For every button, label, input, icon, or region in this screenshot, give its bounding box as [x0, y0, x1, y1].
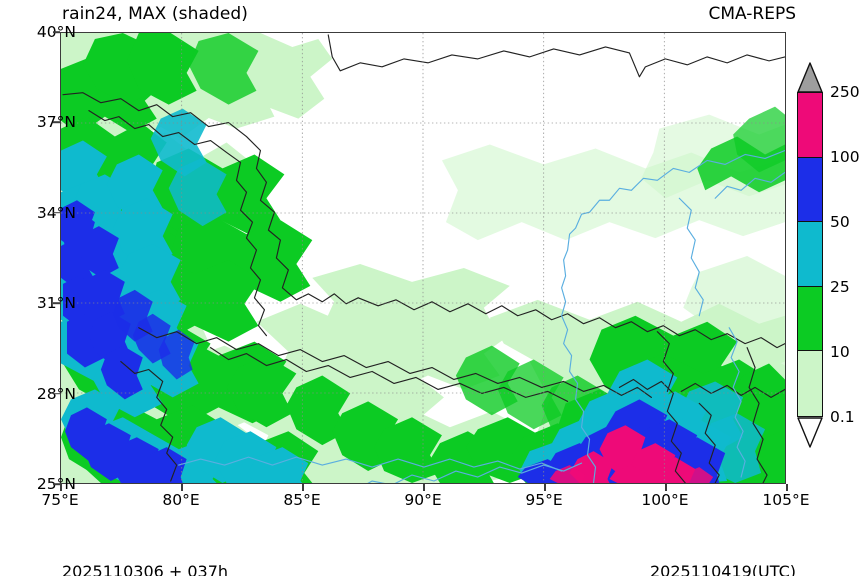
map-canvas [61, 33, 785, 483]
y-tick-mark [53, 302, 60, 304]
river-lines [178, 149, 785, 483]
x-tick-mark [665, 484, 667, 491]
model-label: CMA-REPS [708, 4, 796, 24]
colorbar-label: 25 [830, 278, 850, 296]
colorbar-over-arrow [797, 62, 823, 93]
colorbar-label: 250 [830, 83, 860, 101]
x-tick-label: 90°E [404, 491, 442, 509]
colorbar-gradient [797, 92, 823, 417]
x-tick-label: 75°E [41, 491, 79, 509]
map-plot-area[interactable] [60, 32, 786, 484]
y-tick-mark [53, 31, 60, 33]
colorbar-segment [798, 351, 822, 416]
y-tick-mark [53, 392, 60, 395]
colorbar-under-arrow [797, 417, 823, 448]
y-tick-mark [53, 483, 60, 485]
lat-lon-gridlines [61, 33, 785, 483]
x-tick-label: 95°E [525, 491, 563, 509]
x-tick-label: 85°E [283, 491, 321, 509]
colorbar-label: 0.1 [830, 408, 855, 426]
colorbar-label: 50 [830, 213, 850, 231]
x-tick-mark [60, 484, 62, 491]
page-title: rain24, MAX (shaded) [62, 4, 249, 24]
x-tick-mark [423, 484, 425, 491]
y-tick-mark [53, 121, 60, 124]
y-tick-mark [53, 212, 60, 214]
x-tick-mark [544, 484, 546, 491]
footer-left-line1: 2025110306 + 037h [62, 562, 229, 576]
precip-layer-100 [549, 425, 714, 483]
footer-valid-time: 2025110419(UTC) 2025110503(CST) [650, 519, 796, 576]
footer-init-time: 2025110306 + 037h 2025110314 + 037h [62, 519, 228, 576]
footer-right-line1: 2025110419(UTC) [650, 562, 796, 576]
colorbar-segment [798, 286, 822, 352]
colorbar[interactable]: 250 100 50 25 10 0.1 [797, 62, 860, 460]
colorbar-label: 10 [830, 343, 850, 361]
colorbar-label: 100 [830, 148, 860, 166]
colorbar-segment [798, 157, 822, 223]
colorbar-segment [798, 93, 822, 158]
x-tick-mark [302, 484, 304, 491]
admin-borders [62, 34, 785, 483]
x-tick-label: 100°E [641, 491, 689, 509]
x-tick-label: 80°E [162, 491, 200, 509]
colorbar-segment [798, 222, 822, 287]
x-tick-label: 105°E [762, 491, 810, 509]
x-tick-mark [181, 484, 183, 491]
x-tick-mark [786, 484, 788, 491]
